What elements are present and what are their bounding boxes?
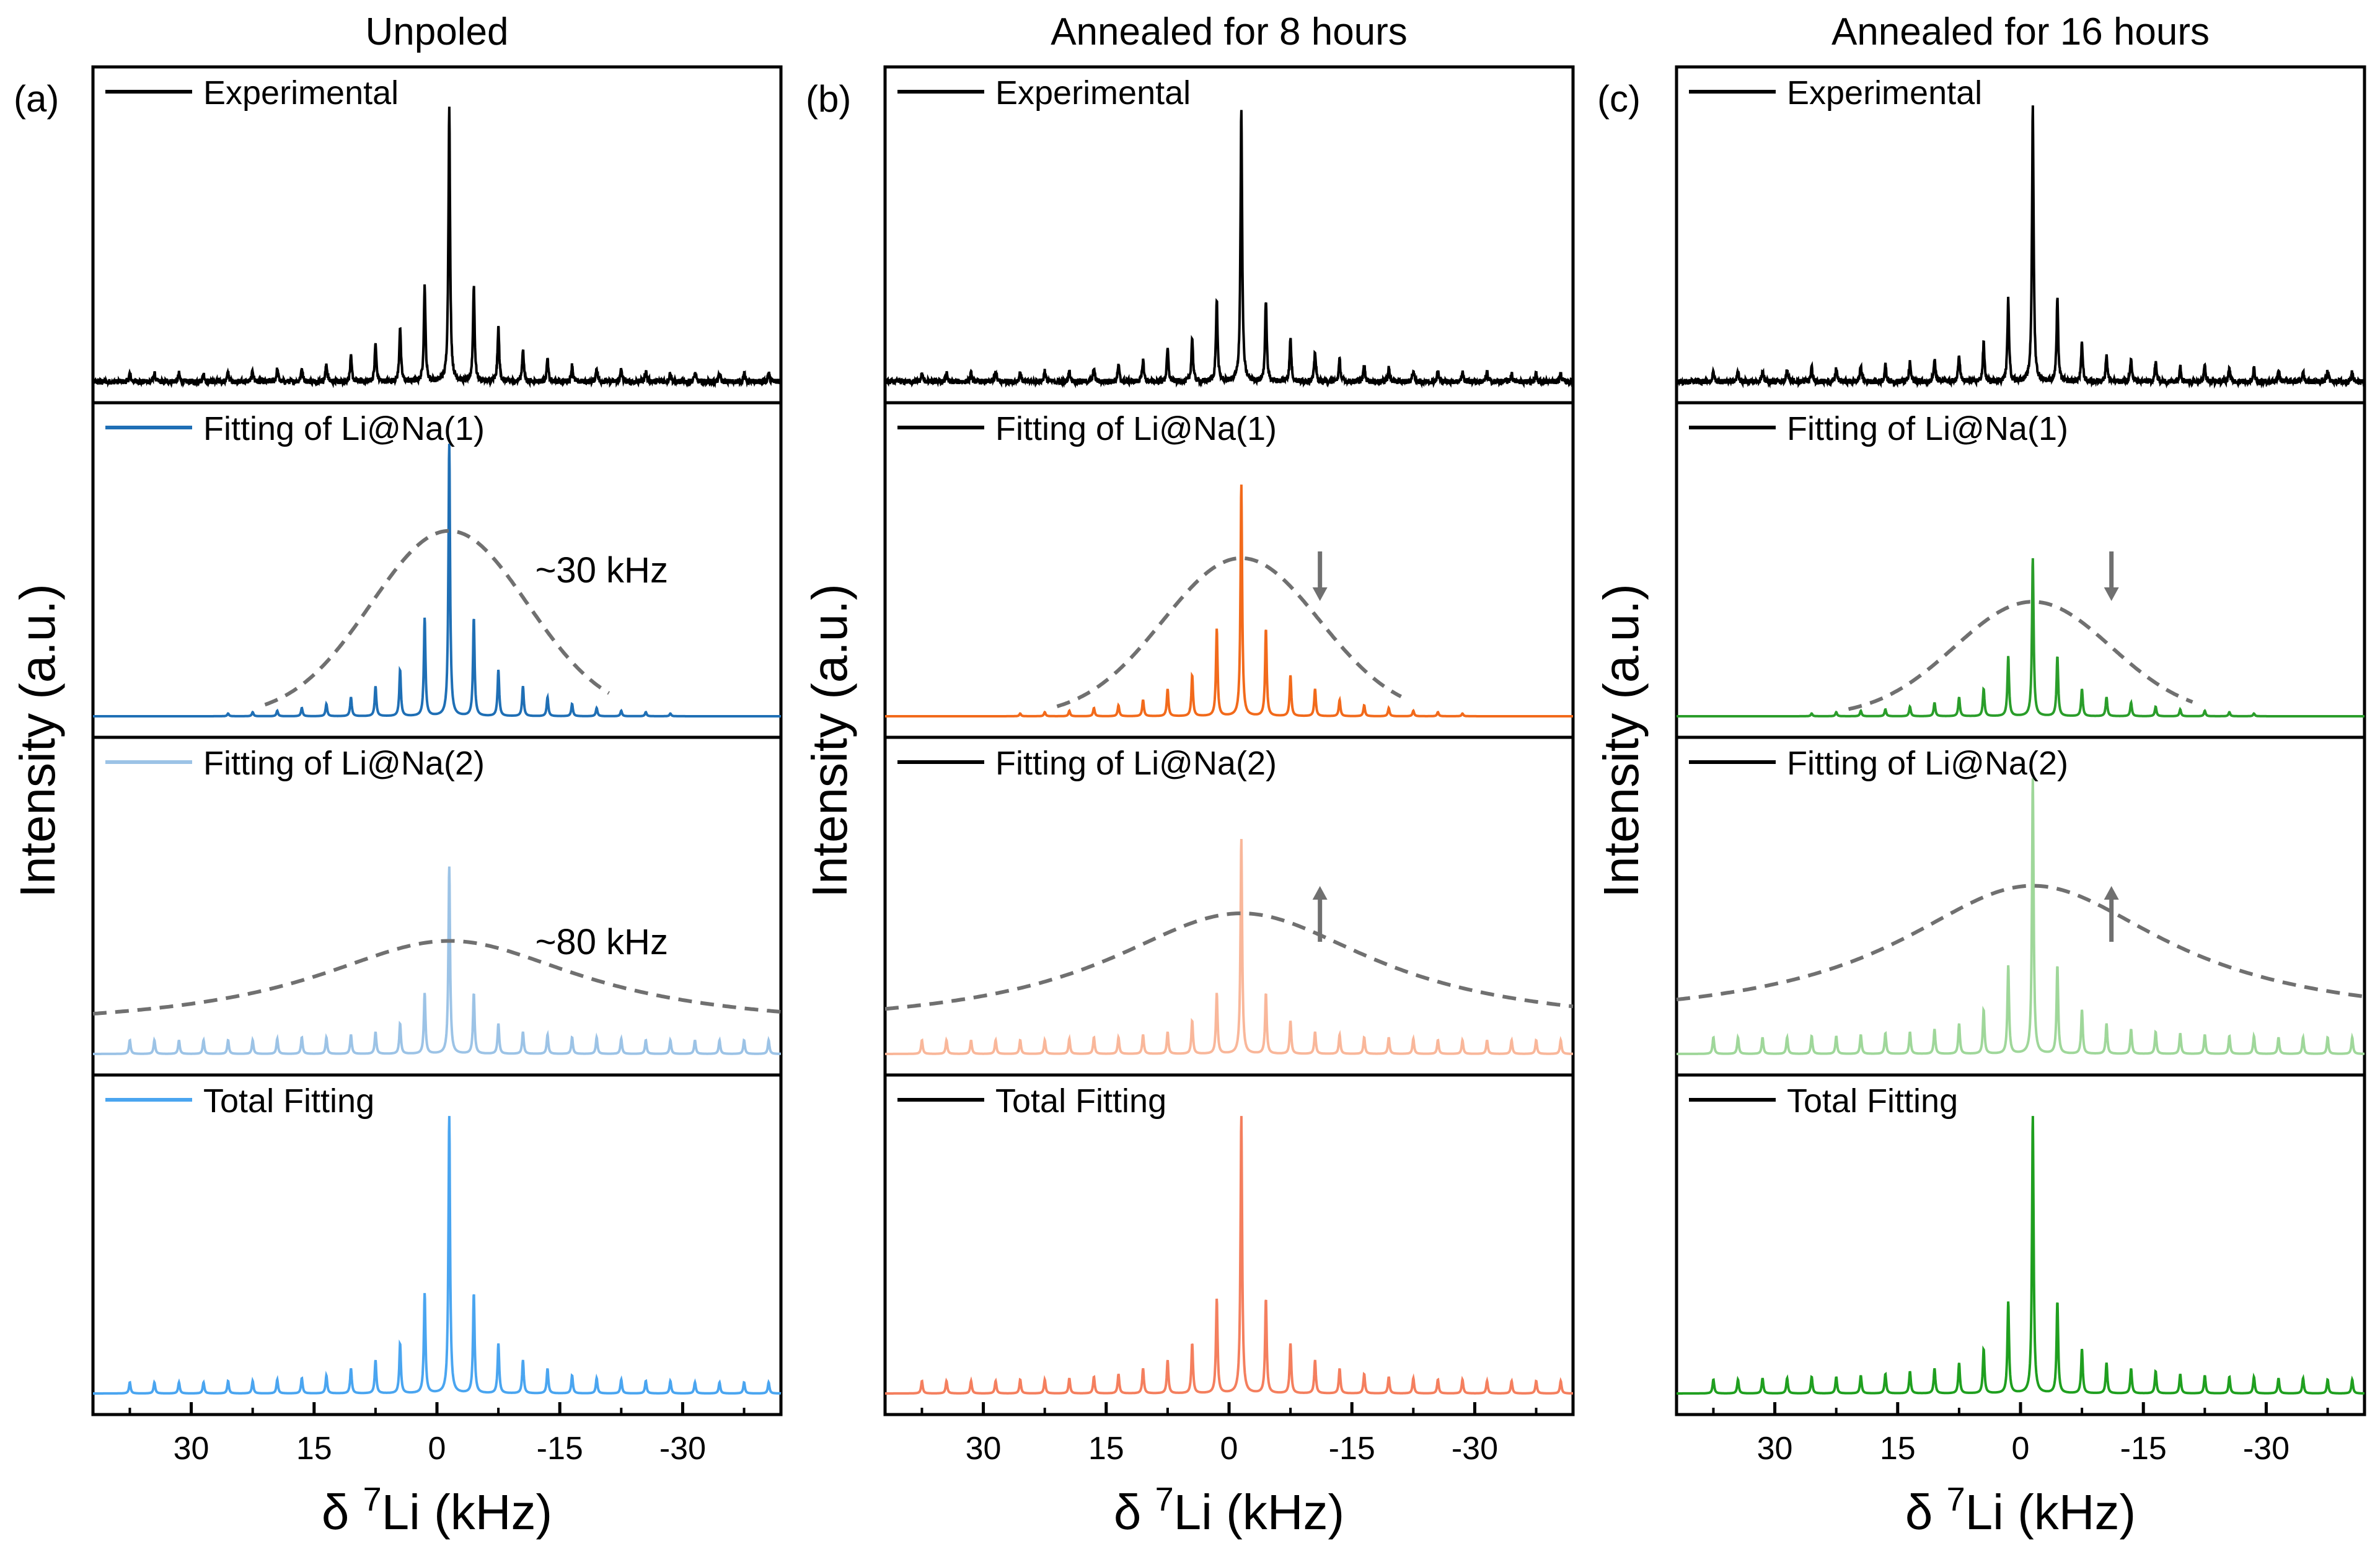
panel-title: Annealed for 16 hours	[1831, 11, 2210, 53]
spectrum-line	[93, 444, 781, 717]
x-tick-label: 30	[174, 1431, 209, 1467]
subplot-frame	[1675, 1073, 2366, 1416]
subplot-1: Experimental	[1675, 65, 2366, 405]
panel-title: Unpoled	[366, 11, 509, 53]
spectrum-line	[93, 866, 781, 1055]
y-axis-label: Intensity (a.u.)	[802, 584, 857, 898]
panel-label: (c)	[1597, 78, 1641, 120]
subplot-frame	[883, 735, 1575, 1077]
legend-label: Fitting of Li@Na(2)	[995, 745, 1277, 782]
x-tick-label: 0	[2012, 1431, 2030, 1467]
legend-label: Total Fitting	[995, 1082, 1166, 1120]
subplot-4: Total Fitting	[91, 1073, 783, 1416]
linewidth-annotation: ~30 kHz	[536, 550, 668, 590]
spectrum-line	[1677, 778, 2365, 1055]
subplot-4: Total Fitting	[883, 1073, 1575, 1416]
spectrum-line	[885, 485, 1573, 717]
fit-envelope-dashed	[1056, 556, 1402, 708]
arrow-head	[2104, 587, 2119, 601]
x-tick-label: -15	[537, 1431, 583, 1467]
x-tick-label: 30	[1757, 1431, 1793, 1467]
spectrum-line	[93, 1116, 782, 1395]
subplot-3: ~80 kHz Fitting of Li@Na(2)	[91, 735, 783, 1077]
arrow-head	[1312, 587, 1328, 601]
legend-label: Fitting of Li@Na(1)	[1787, 410, 2068, 447]
arrow-head	[1312, 886, 1328, 900]
spectrum-line	[884, 110, 1574, 388]
legend-label: Total Fitting	[1787, 1082, 1958, 1120]
arrow-head	[2104, 886, 2119, 900]
subplot-3: Fitting of Li@Na(2)	[1675, 735, 2366, 1077]
x-tick-label: -30	[1452, 1431, 1498, 1467]
x-axis-label: δ 7Li (kHz)	[1905, 1481, 2136, 1540]
subplot-3: Fitting of Li@Na(2)	[883, 735, 1575, 1077]
subplot-2: ~30 kHz Fitting of Li@Na(1)	[91, 401, 783, 739]
subplot-4: Total Fitting	[1675, 1073, 2366, 1416]
subplot-frame	[1675, 401, 2366, 739]
x-tick-label: -30	[659, 1431, 706, 1467]
subplot-frame	[91, 401, 783, 739]
subplot-frame	[91, 65, 783, 405]
x-tick-label: 15	[1088, 1431, 1124, 1467]
legend-label: Experimental	[203, 74, 399, 112]
x-axis-label: δ 7Li (kHz)	[1114, 1481, 1344, 1540]
subplot-frame	[883, 401, 1575, 739]
subplot-2: Fitting of Li@Na(1)	[883, 401, 1575, 739]
spectrum-line	[1677, 558, 2365, 717]
subplot-frame	[1675, 735, 2366, 1077]
x-tick-label: 0	[428, 1431, 446, 1467]
subplot-2: Fitting of Li@Na(1)	[1675, 401, 2366, 739]
x-tick-label: -15	[2120, 1431, 2167, 1467]
legend-label: Experimental	[1787, 74, 1982, 112]
subplot-frame	[1675, 65, 2366, 405]
spectrum-line	[92, 107, 782, 388]
x-tick-label: 0	[1220, 1431, 1238, 1467]
subplot-frame	[91, 1073, 783, 1416]
fit-envelope-dashed	[1848, 600, 2193, 711]
y-axis-label: Intensity (a.u.)	[1593, 584, 1649, 898]
legend-label: Fitting of Li@Na(2)	[1787, 745, 2068, 782]
spectrum-line	[1675, 105, 2366, 389]
fit-envelope-dashed	[1676, 884, 2365, 1002]
x-tick-label: -30	[2243, 1431, 2290, 1467]
legend-label: Fitting of Li@Na(2)	[203, 745, 485, 782]
x-tick-label: 15	[296, 1431, 332, 1467]
panel-label: (a)	[14, 78, 59, 120]
x-tick-label: -15	[1329, 1431, 1375, 1467]
x-tick-label: 15	[1880, 1431, 1916, 1467]
fit-envelope-dashed	[884, 911, 1574, 1011]
fit-envelope-dashed	[264, 529, 610, 707]
subplot-frame	[91, 735, 783, 1077]
subplot-1: Experimental	[91, 65, 783, 405]
subplot-frame	[883, 1073, 1575, 1416]
subplot-frame	[883, 65, 1575, 405]
fit-envelope-dashed	[92, 939, 782, 1016]
legend-label: Experimental	[995, 74, 1191, 112]
y-axis-label: Intensity (a.u.)	[10, 584, 65, 898]
x-axis-label: δ 7Li (kHz)	[322, 1481, 552, 1540]
spectrum-line	[885, 1116, 1573, 1395]
linewidth-annotation: ~80 kHz	[536, 922, 668, 962]
panel-title: Annealed for 8 hours	[1051, 11, 1408, 53]
legend-label: Fitting of Li@Na(1)	[203, 410, 485, 447]
spectrum-line	[885, 839, 1573, 1055]
subplot-1: Experimental	[883, 65, 1575, 405]
legend-label: Total Fitting	[203, 1082, 374, 1120]
panel-label: (b)	[806, 78, 851, 120]
x-tick-label: 30	[966, 1431, 1002, 1467]
spectrum-line	[1677, 1116, 2365, 1395]
legend-label: Fitting of Li@Na(1)	[995, 410, 1277, 447]
